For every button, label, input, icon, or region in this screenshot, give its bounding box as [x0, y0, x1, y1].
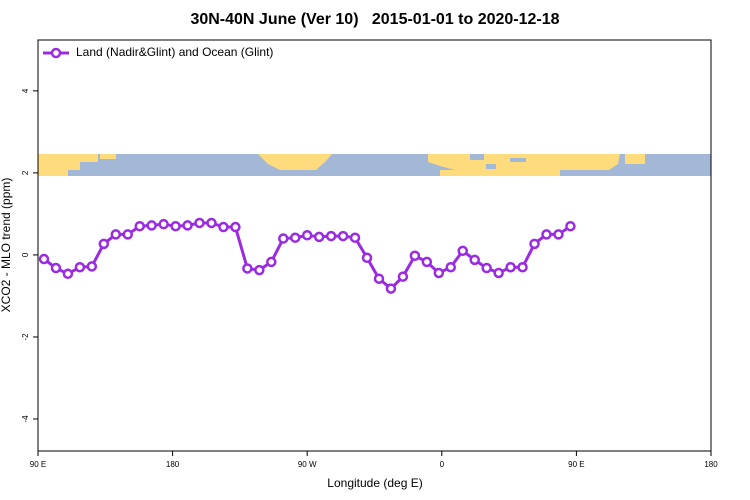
point: [242, 263, 253, 274]
y-tick-label: -4: [21, 415, 30, 423]
point: [74, 261, 86, 273]
y-tick-label: 0: [21, 252, 30, 257]
point: [457, 245, 468, 257]
x-tick-label: 180: [166, 460, 180, 469]
point: [182, 220, 193, 231]
point: [373, 273, 385, 284]
point: [62, 268, 74, 280]
point: [445, 261, 457, 273]
y-tick-label: -2: [21, 333, 30, 341]
point: [266, 256, 277, 268]
point: [110, 229, 122, 240]
point: [278, 233, 289, 244]
point: [98, 238, 110, 250]
point: [122, 229, 133, 240]
point: [481, 262, 492, 274]
point: [170, 220, 181, 232]
x-tick-label: 0: [440, 460, 445, 469]
point: [158, 218, 169, 230]
y-axis-label: XCO2 - MLO trend (ppm): [0, 178, 13, 313]
point: [134, 220, 145, 232]
point: [194, 217, 205, 229]
point: [313, 231, 325, 243]
point: [421, 256, 433, 268]
point: [397, 271, 409, 282]
point: [230, 221, 241, 233]
point: [565, 220, 576, 232]
y-tick-label: 2: [21, 170, 30, 175]
point: [553, 229, 564, 240]
x-tick-label: 90 W: [298, 460, 317, 469]
point: [301, 229, 313, 241]
chart-title: 30N-40N June (Ver 10) 2015-01-01 to 2020…: [190, 11, 559, 28]
point: [86, 261, 98, 272]
point: [206, 217, 217, 229]
point: [517, 261, 528, 273]
point: [541, 229, 552, 240]
point: [505, 261, 516, 273]
x-tick-label: 90 E: [30, 460, 46, 469]
point: [493, 267, 504, 279]
point: [529, 238, 540, 250]
point: [433, 267, 445, 279]
map-strip: [38, 154, 711, 176]
point: [469, 254, 480, 266]
y-tick-label: 4: [21, 88, 30, 93]
x-axis-label: Longitude (deg E): [327, 476, 422, 490]
point: [337, 230, 349, 242]
point: [385, 283, 397, 294]
legend-label: Land (Nadir&Glint) and Ocean (Glint): [76, 45, 273, 59]
x-tick-label: 90 E: [568, 460, 584, 469]
point: [50, 262, 62, 274]
point: [361, 252, 373, 264]
point: [254, 264, 265, 276]
point: [325, 230, 337, 242]
plot-frame: [37, 39, 712, 452]
point: [289, 232, 301, 243]
point: [218, 221, 229, 233]
point: [349, 232, 361, 243]
legend-marker: [50, 47, 62, 59]
point: [38, 253, 50, 265]
point: [409, 250, 421, 262]
x-tick-label: 180: [704, 460, 718, 469]
point: [146, 220, 157, 231]
